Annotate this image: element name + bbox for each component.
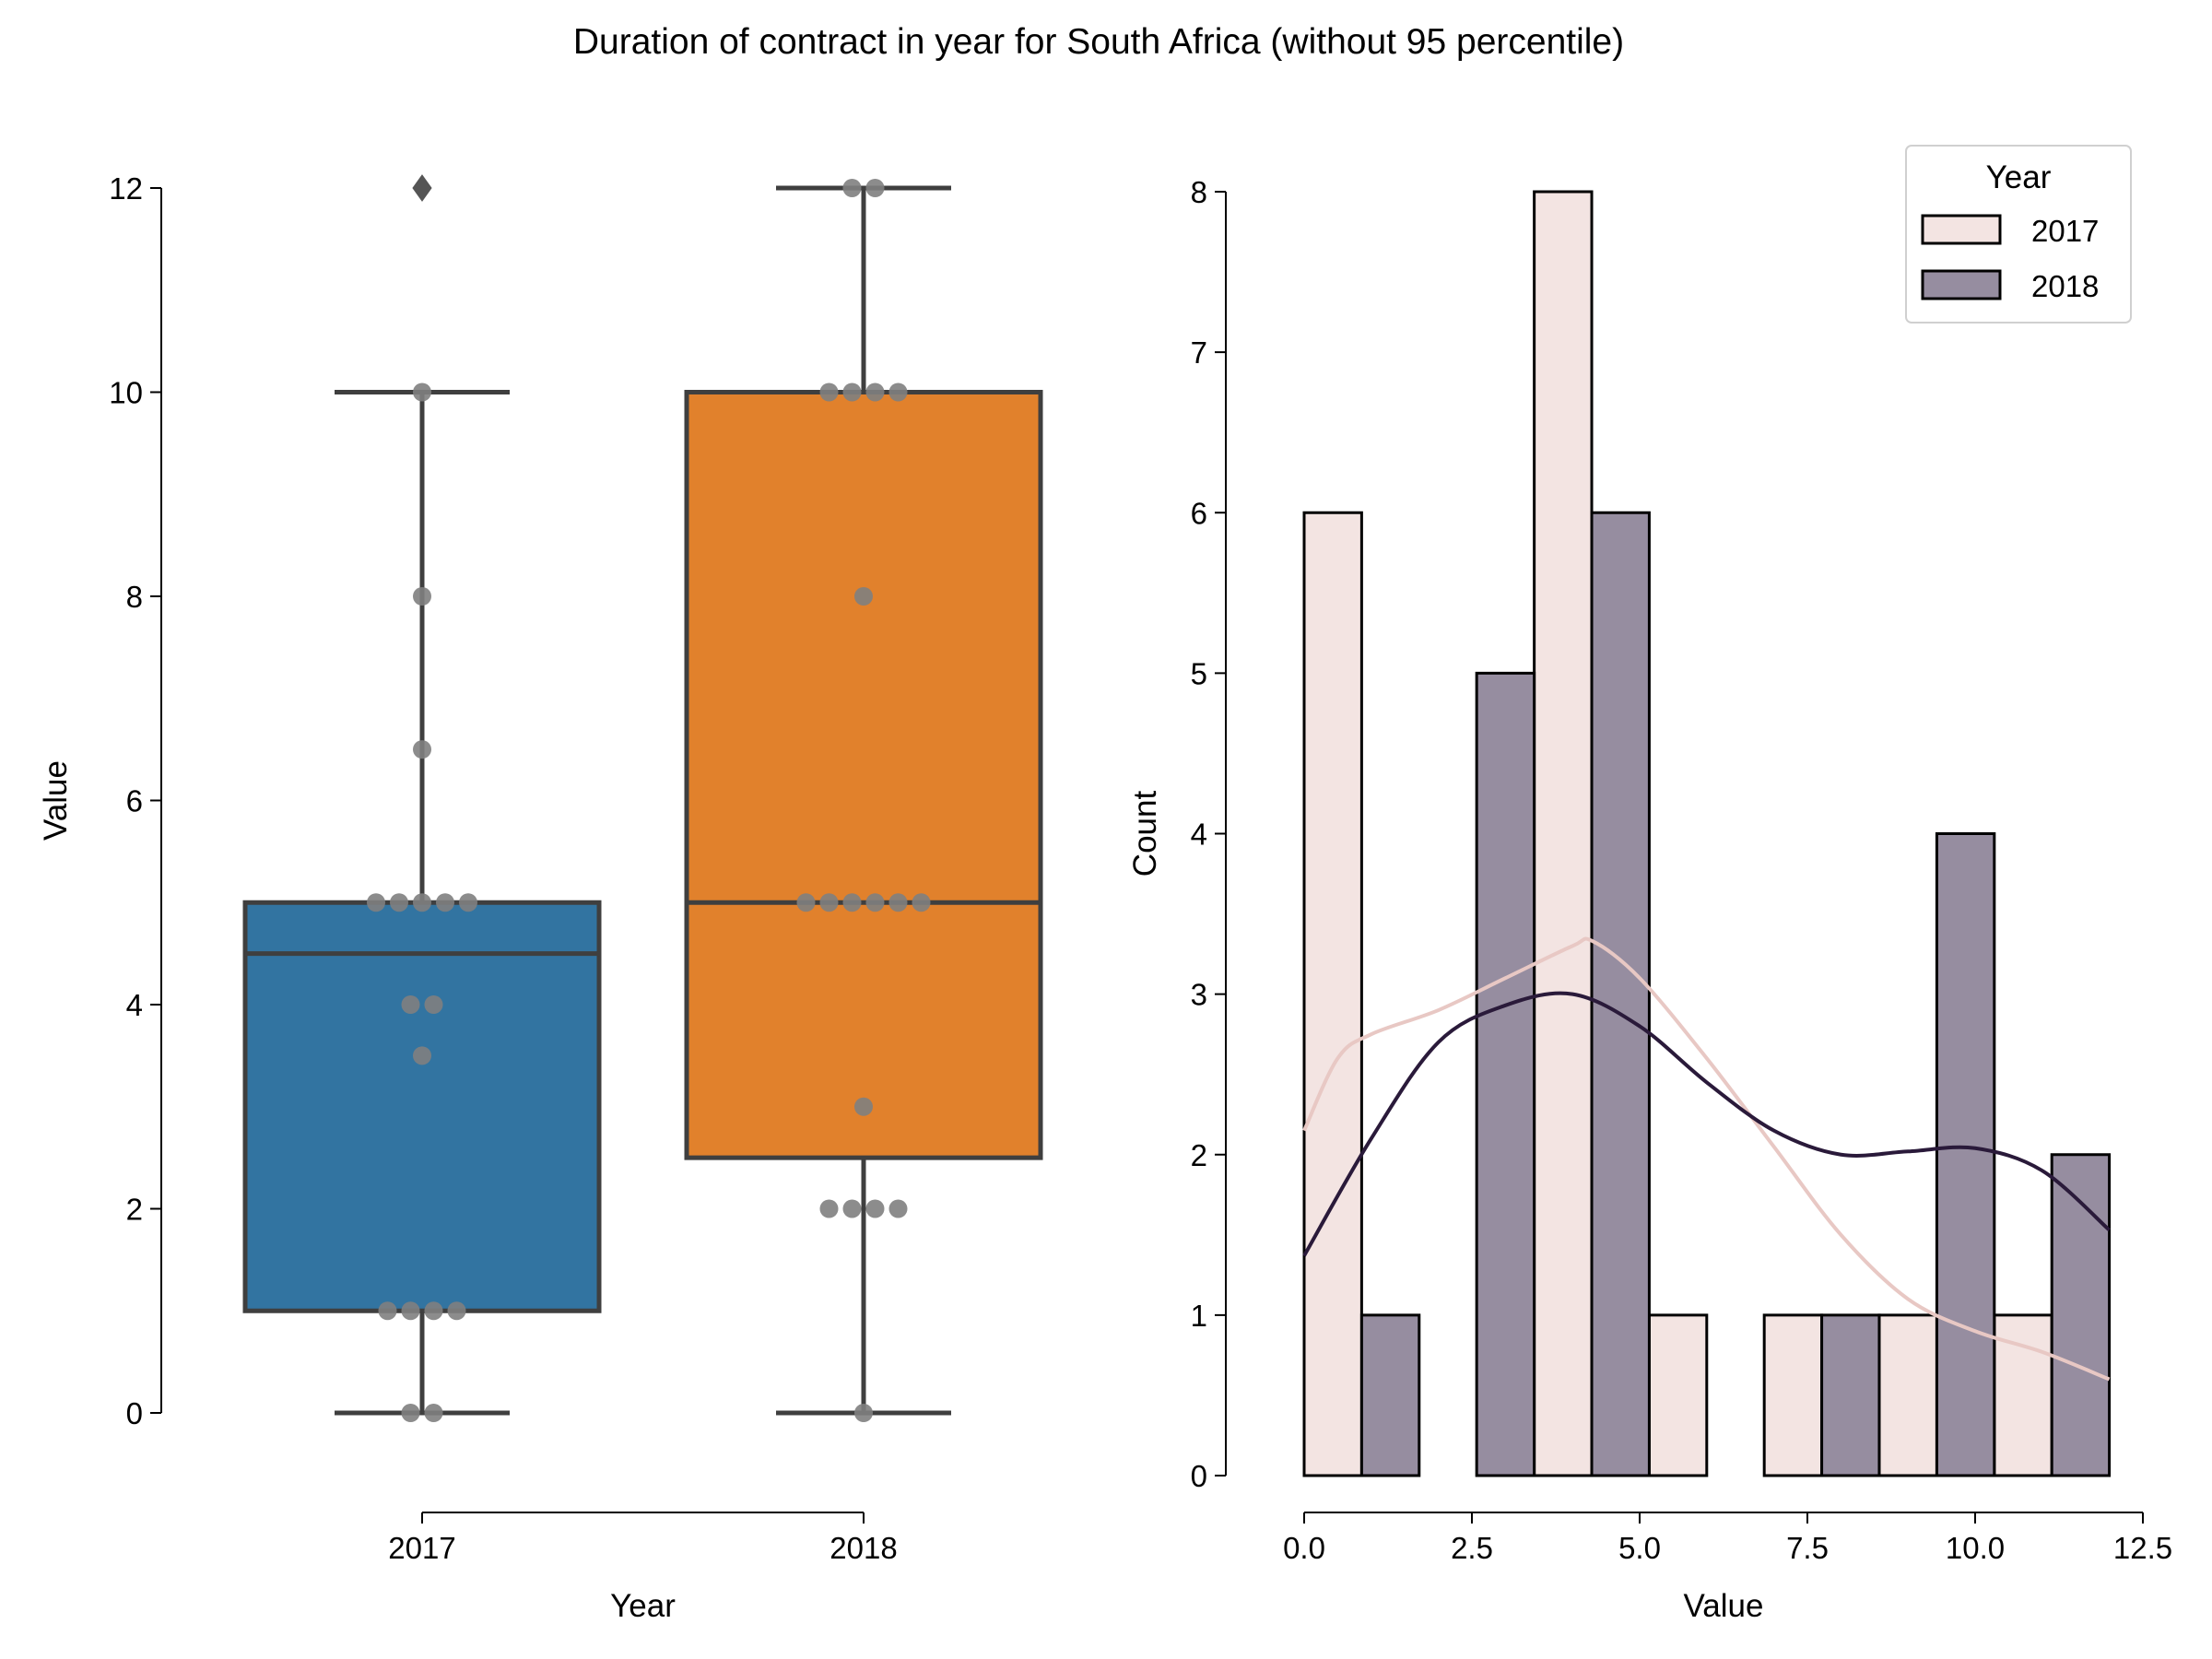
legend-swatch-2018 — [1921, 269, 2002, 300]
hist-bar-2017 — [1647, 1313, 1709, 1477]
box-y-tick-label: 0 — [126, 1396, 143, 1430]
swarm-point — [378, 1301, 397, 1321]
swarm-point — [888, 1199, 908, 1218]
swarm-point — [888, 382, 908, 402]
box-y-tick-label: 2 — [126, 1193, 143, 1227]
figure-title: Duration of contract in year for South A… — [573, 22, 1624, 62]
hist-bar-2017 — [1302, 511, 1363, 1477]
hist-y-tick-label: 0 — [1191, 1459, 1207, 1493]
swarm-point — [842, 1199, 862, 1218]
hist-bar-2017 — [1533, 190, 1594, 1477]
hist-x-tick-label: 0.0 — [1283, 1531, 1325, 1565]
box-y-tick-label: 8 — [126, 580, 143, 614]
hist-x-tick-label: 12.5 — [2113, 1531, 2172, 1565]
histogram-panel: 0 1 2 3 4 5 6 7 8 Count 0.0 2.5 5.0 7.5 10.0 12.5 Value Y… — [1127, 145, 2172, 1624]
hist-x-tick-label: 10.0 — [1946, 1531, 2005, 1565]
hist-x-axis-label: Value — [1684, 1588, 1764, 1624]
swarm-point — [819, 893, 839, 912]
hist-bar-2018 — [1590, 511, 1651, 1477]
legend-label: 2018 — [2031, 269, 2099, 303]
hist-x-tick-label: 2.5 — [1451, 1531, 1493, 1565]
hist-y-tick-label: 3 — [1191, 978, 1207, 1012]
kde-line-2018 — [1302, 991, 2111, 1257]
hist-bar-2018 — [1475, 671, 1536, 1477]
swarm-point — [854, 1097, 873, 1116]
swarm-point — [401, 1404, 420, 1422]
swarm-point — [459, 893, 477, 912]
box-body-2018 — [684, 390, 1043, 1160]
hist-y-tick-label: 2 — [1191, 1138, 1207, 1172]
hist-x-tick-label: 5.0 — [1618, 1531, 1661, 1565]
boxplot-panel: 0 2 4 6 8 10 12 Value 2017 2018 Year — [38, 171, 1043, 1624]
box-y-tick-label: 12 — [109, 171, 143, 206]
hist-bar-2017 — [1877, 1313, 1938, 1477]
swarm-point — [413, 740, 431, 759]
kde-line-2017 — [1302, 936, 2111, 1382]
box-x-tick-label: 2018 — [830, 1531, 897, 1565]
hist-x-tick-label: 7.5 — [1786, 1531, 1829, 1565]
swarm-point — [401, 995, 420, 1014]
hist-bar-2017 — [1762, 1313, 1824, 1477]
swarm-point — [865, 893, 885, 912]
swarm-point — [819, 1199, 839, 1218]
swarm-point — [367, 893, 385, 912]
swarm-point — [424, 995, 443, 1014]
swarm-point — [865, 179, 885, 197]
hist-bar-2018 — [1935, 832, 1996, 1477]
hist-y-tick-label: 8 — [1191, 175, 1207, 209]
swarm-point — [888, 893, 908, 912]
swarm-point — [424, 1404, 443, 1422]
swarm-point — [854, 587, 873, 606]
hist-y-tick-label: 7 — [1191, 335, 1207, 370]
box-outlier-point — [412, 174, 432, 202]
legend-swatch-2017 — [1921, 214, 2002, 245]
hist-bar-2018 — [1820, 1313, 1881, 1477]
swarm-point — [424, 1301, 443, 1321]
hist-y-tick-label: 4 — [1191, 818, 1207, 852]
swarm-point — [413, 382, 431, 402]
swarm-point — [413, 893, 431, 912]
box-x-axis-label: Year — [610, 1588, 676, 1624]
hist-y-tick-label: 5 — [1191, 656, 1207, 690]
hist-bar-2018 — [1359, 1313, 1421, 1477]
swarm-point — [842, 179, 862, 197]
legend-title: Year — [1986, 159, 2052, 195]
swarm-point — [854, 1404, 873, 1422]
box-y-axis-label: Value — [38, 760, 74, 841]
box-y-tick-label: 6 — [126, 784, 143, 818]
swarm-point — [912, 893, 931, 912]
hist-legend: Year 2017 2018 — [1905, 145, 2132, 324]
swarm-point — [436, 893, 454, 912]
swarm-point — [865, 382, 885, 402]
box-y-tick-label: 4 — [126, 988, 143, 1022]
box-x-tick-label: 2017 — [388, 1531, 455, 1565]
swarm-point — [401, 1301, 420, 1321]
swarm-point — [865, 1199, 885, 1218]
hist-y-axis-label: Count — [1127, 791, 1163, 877]
hist-y-tick-label: 1 — [1191, 1299, 1207, 1333]
swarm-point — [819, 382, 839, 402]
swarm-point — [447, 1301, 466, 1321]
swarm-point — [413, 1046, 431, 1065]
swarm-point — [413, 587, 431, 606]
box-y-tick-label: 10 — [109, 376, 143, 410]
box-body-2017 — [242, 900, 602, 1313]
hist-bar-2018 — [2050, 1153, 2112, 1477]
swarm-point — [842, 382, 862, 402]
legend-label: 2017 — [2031, 214, 2099, 248]
swarm-point — [390, 893, 408, 912]
swarm-point — [796, 893, 816, 912]
hist-y-tick-label: 6 — [1191, 496, 1207, 530]
swarm-point — [842, 893, 862, 912]
